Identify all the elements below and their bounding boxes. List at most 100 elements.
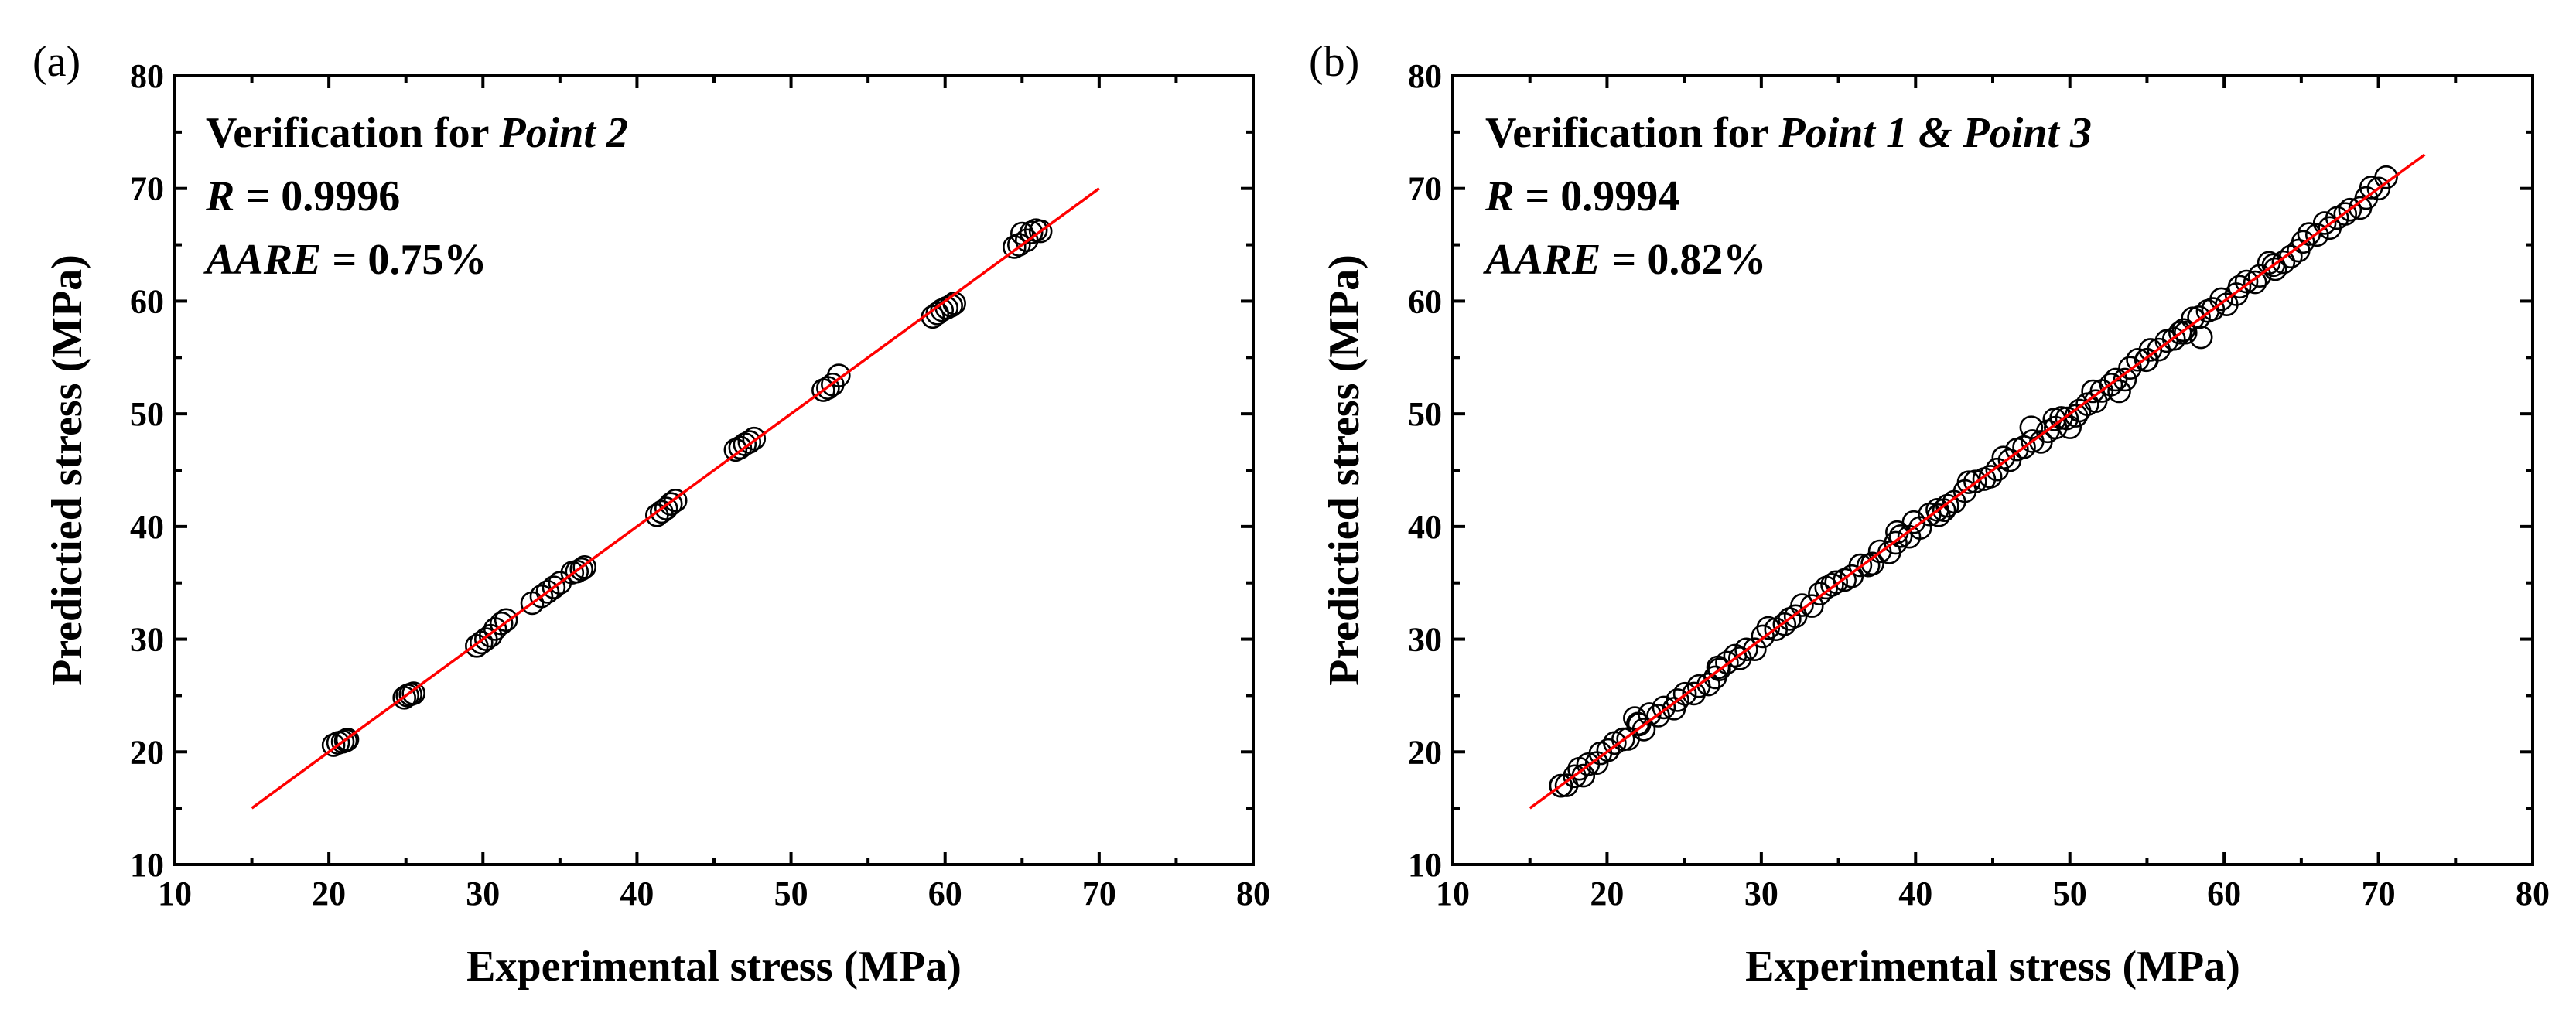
y-tick-label: 80 [1408, 57, 1442, 95]
y-tick-label: 30 [130, 621, 164, 659]
y-tick-label: 20 [130, 733, 164, 771]
panel-a-annotation-line1: Verification for Point 2 [206, 109, 628, 157]
panel-b-annotation-line2: R = 0.9994 [1484, 172, 1679, 220]
data-point [2354, 186, 2379, 210]
data-point [2261, 253, 2286, 278]
data-point [1926, 503, 1951, 527]
data-point [1824, 570, 1849, 595]
y-tick-label: 40 [130, 508, 164, 546]
data-point [1549, 773, 1573, 798]
panel-a-ticks: 10 20 30 40 50 60 70 80 10 20 30 40 50 60 70 80 [130, 57, 1270, 912]
data-point [572, 555, 597, 579]
data-point [2103, 367, 2128, 392]
x-tick-label: 50 [2053, 875, 2087, 912]
x-tick-label: 80 [2516, 875, 2550, 912]
panel-b-x-axis-label: Experimental stress (MPa) [1745, 943, 2240, 991]
y-tick-label: 10 [1408, 846, 1442, 884]
data-point [2042, 408, 2067, 431]
data-point [2188, 325, 2213, 350]
x-tick-label: 30 [466, 875, 500, 912]
panel-a-y-axis-label: Predictied stress (MPa) [43, 254, 91, 686]
panel-b-y-axis-label: Predictied stress (MPa) [1320, 254, 1368, 686]
x-tick-label: 70 [2362, 875, 2396, 912]
data-point [2227, 275, 2252, 299]
x-tick-label: 60 [928, 875, 962, 912]
data-point [827, 363, 851, 387]
panel-b-data-points [1549, 165, 2398, 798]
data-point [1808, 582, 1832, 605]
data-point [1672, 681, 1697, 706]
data-point [1884, 530, 1908, 555]
data-point [2058, 415, 2082, 439]
x-tick-label: 40 [1898, 875, 1932, 912]
data-point [1567, 756, 1591, 781]
x-tick-label: 60 [2207, 875, 2241, 912]
data-point [1734, 637, 1758, 662]
data-point [2107, 379, 2131, 404]
data-point [1956, 470, 1981, 494]
data-point [1848, 553, 1873, 578]
panel-a-fit-line [251, 187, 1100, 810]
data-point [335, 727, 360, 752]
panel-a: (a) 10 20 30 40 50 60 70 80 10 20 30 40 50 60 70 80 Exp… [32, 38, 1270, 991]
data-point [2291, 230, 2315, 254]
y-tick-label: 40 [1408, 508, 1442, 546]
panel-a-label: (a) [32, 38, 80, 86]
panel-a-annotation-line3: AARE = 0.75% [203, 236, 487, 284]
data-point [569, 557, 594, 582]
x-tick-label: 10 [1436, 875, 1470, 912]
data-point [2173, 320, 2198, 345]
panel-a-data-points [321, 218, 1053, 757]
data-point [2209, 287, 2233, 312]
data-point [1666, 688, 1689, 712]
data-point [2113, 367, 2137, 392]
fit-line [251, 187, 1100, 810]
data-point [2019, 415, 2044, 439]
fit-line [1529, 153, 2426, 810]
data-point [654, 496, 678, 520]
y-tick-label: 20 [1408, 733, 1442, 771]
data-point [2333, 202, 2358, 226]
data-point [2338, 197, 2362, 222]
data-point [321, 733, 346, 757]
x-tick-label: 10 [158, 875, 192, 912]
data-point [2243, 270, 2267, 295]
data-point [737, 430, 762, 454]
data-point [2305, 223, 2329, 247]
data-point [489, 611, 514, 636]
y-tick-label: 30 [1408, 621, 1442, 659]
data-point [1756, 616, 1781, 640]
panel-b-label: (b) [1309, 38, 1359, 86]
x-tick-label: 80 [1236, 875, 1270, 912]
data-point [1888, 524, 1913, 548]
data-point [401, 681, 425, 705]
data-point [1963, 469, 1987, 493]
data-point [1626, 711, 1650, 736]
data-point [1706, 655, 1730, 680]
data-point [1652, 695, 1676, 720]
data-point [2055, 406, 2079, 431]
data-point [333, 728, 358, 753]
data-point [1019, 220, 1044, 244]
y-tick-label: 60 [1408, 282, 1442, 320]
data-point [1935, 493, 1959, 518]
y-tick-label: 50 [130, 395, 164, 433]
data-point [2257, 251, 2281, 275]
data-point [1978, 465, 2003, 489]
y-tick-label: 70 [1408, 170, 1442, 208]
data-point [2271, 250, 2296, 275]
data-point [1003, 235, 1027, 259]
x-tick-label: 40 [620, 875, 654, 912]
data-point [494, 608, 518, 633]
data-point [658, 492, 683, 517]
panel-b: (b) 10 20 30 40 50 60 70 80 10 20 30 40 50 60 70 80 Exp… [1309, 38, 2550, 991]
panel-b-annotation-line3: AARE = 0.82% [1483, 236, 1766, 284]
data-point [1860, 551, 1884, 576]
panel-b-annotation-line1: Verification for Point 1 & Point 3 [1485, 109, 2092, 157]
data-point [2135, 347, 2159, 372]
data-point [2374, 165, 2398, 189]
panel-a-x-axis-label: Experimental stress (MPa) [466, 943, 962, 991]
data-point [1028, 219, 1053, 244]
data-point [1790, 593, 1814, 617]
